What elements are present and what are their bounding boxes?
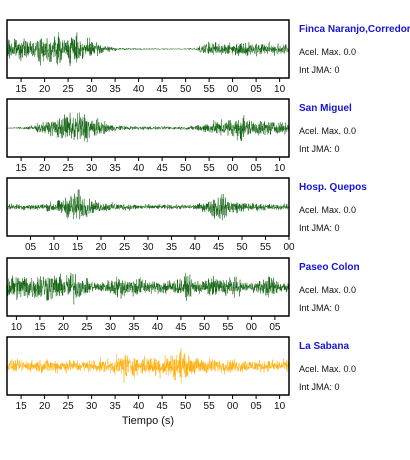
- panel-frame-5: [6, 336, 290, 396]
- station-name-3: Hosp. Quepos: [299, 182, 367, 193]
- x-tick-label-2-5: 40: [133, 163, 145, 174]
- x-tick-label-3-5: 30: [142, 242, 154, 253]
- accel-max-1: Acel. Max. 0.0: [299, 47, 357, 57]
- x-tick-label-5-3: 30: [86, 401, 98, 412]
- x-tick-label-3-2: 15: [72, 242, 84, 253]
- panel-frame-2: [6, 98, 290, 158]
- x-tick-label-1-9: 00: [227, 84, 239, 95]
- x-tick-label-1-1: 20: [39, 84, 51, 95]
- jma-intensity-2: Int JMA: 0: [299, 144, 340, 154]
- x-tick-label-5-0: 15: [16, 401, 28, 412]
- x-tick-label-2-2: 25: [63, 163, 75, 174]
- x-tick-label-2-0: 15: [16, 163, 28, 174]
- x-tick-label-1-4: 35: [110, 84, 122, 95]
- x-tick-label-1-2: 25: [63, 84, 75, 95]
- x-tick-label-1-6: 45: [157, 84, 169, 95]
- jma-intensity-5: Int JMA: 0: [299, 382, 340, 392]
- waveform-trace-3: [6, 189, 290, 221]
- x-tick-label-3-7: 40: [189, 242, 201, 253]
- station-name-5: La Sabana: [299, 341, 350, 352]
- x-tick-label-3-4: 25: [119, 242, 131, 253]
- accel-max-3: Acel. Max. 0.0: [299, 205, 357, 215]
- x-tick-label-4-0: 10: [11, 322, 23, 333]
- x-tick-label-4-9: 55: [222, 322, 234, 333]
- x-tick-label-3-3: 20: [95, 242, 107, 253]
- x-tick-label-4-1: 15: [34, 322, 46, 333]
- x-tick-label-5-6: 45: [157, 401, 169, 412]
- x-tick-label-5-1: 20: [39, 401, 51, 412]
- accel-max-2: Acel. Max. 0.0: [299, 126, 357, 136]
- x-tick-label-4-3: 25: [81, 322, 93, 333]
- waveform-trace-5: [6, 347, 290, 384]
- x-tick-label-1-3: 30: [86, 84, 98, 95]
- x-tick-label-3-0: 05: [25, 242, 37, 253]
- x-tick-label-1-7: 50: [180, 84, 192, 95]
- x-tick-label-4-5: 35: [128, 322, 140, 333]
- x-tick-label-1-0: 15: [16, 84, 28, 95]
- x-tick-label-5-5: 40: [133, 401, 145, 412]
- x-tick-label-4-11: 05: [269, 322, 281, 333]
- x-tick-label-1-10: 05: [251, 84, 263, 95]
- x-tick-label-4-7: 45: [175, 322, 187, 333]
- x-tick-label-5-8: 55: [204, 401, 216, 412]
- accel-max-5: Acel. Max. 0.0: [299, 364, 357, 374]
- x-tick-label-2-7: 50: [180, 163, 192, 174]
- waveform-trace-2: [6, 112, 290, 143]
- waveform-trace-1: [6, 32, 290, 66]
- x-tick-label-3-11: 00: [283, 242, 295, 253]
- x-tick-label-5-11: 10: [274, 401, 286, 412]
- x-tick-label-3-10: 55: [260, 242, 272, 253]
- x-tick-label-2-3: 30: [86, 163, 98, 174]
- x-tick-label-5-2: 25: [63, 401, 75, 412]
- x-tick-label-2-6: 45: [157, 163, 169, 174]
- x-tick-label-2-1: 20: [39, 163, 51, 174]
- x-tick-label-4-8: 50: [199, 322, 211, 333]
- x-tick-label-1-5: 40: [133, 84, 145, 95]
- accel-max-4: Acel. Max. 0.0: [299, 285, 357, 295]
- x-tick-label-4-2: 20: [58, 322, 70, 333]
- jma-intensity-4: Int JMA: 0: [299, 303, 340, 313]
- panel-frame-1: [6, 19, 290, 79]
- x-tick-label-2-10: 05: [251, 163, 263, 174]
- x-tick-label-1-11: 10: [274, 84, 286, 95]
- station-name-2: San Miguel: [299, 103, 352, 114]
- jma-intensity-1: Int JMA: 0: [299, 65, 340, 75]
- x-tick-label-3-6: 35: [166, 242, 178, 253]
- x-tick-label-4-10: 00: [246, 322, 258, 333]
- waveform-trace-4: [6, 272, 290, 305]
- x-tick-label-3-1: 10: [48, 242, 60, 253]
- station-name-4: Paseo Colon: [299, 262, 360, 273]
- panel-frame-4: [6, 257, 290, 317]
- x-tick-label-2-4: 35: [110, 163, 122, 174]
- x-tick-label-5-10: 05: [251, 401, 263, 412]
- x-tick-label-5-9: 00: [227, 401, 239, 412]
- jma-intensity-3: Int JMA: 0: [299, 223, 340, 233]
- x-axis-label: Tiempo (s): [121, 415, 175, 427]
- x-tick-label-2-8: 55: [204, 163, 216, 174]
- x-tick-label-4-6: 40: [152, 322, 164, 333]
- x-tick-label-4-4: 30: [105, 322, 117, 333]
- x-tick-label-2-11: 10: [274, 163, 286, 174]
- x-tick-label-3-8: 45: [213, 242, 225, 253]
- x-tick-label-5-7: 50: [180, 401, 192, 412]
- x-tick-label-3-9: 50: [236, 242, 248, 253]
- x-tick-label-2-9: 00: [227, 163, 239, 174]
- station-name-1: Finca Naranjo,Corredores: [299, 24, 410, 35]
- x-tick-label-5-4: 35: [110, 401, 122, 412]
- x-tick-label-1-8: 55: [204, 84, 216, 95]
